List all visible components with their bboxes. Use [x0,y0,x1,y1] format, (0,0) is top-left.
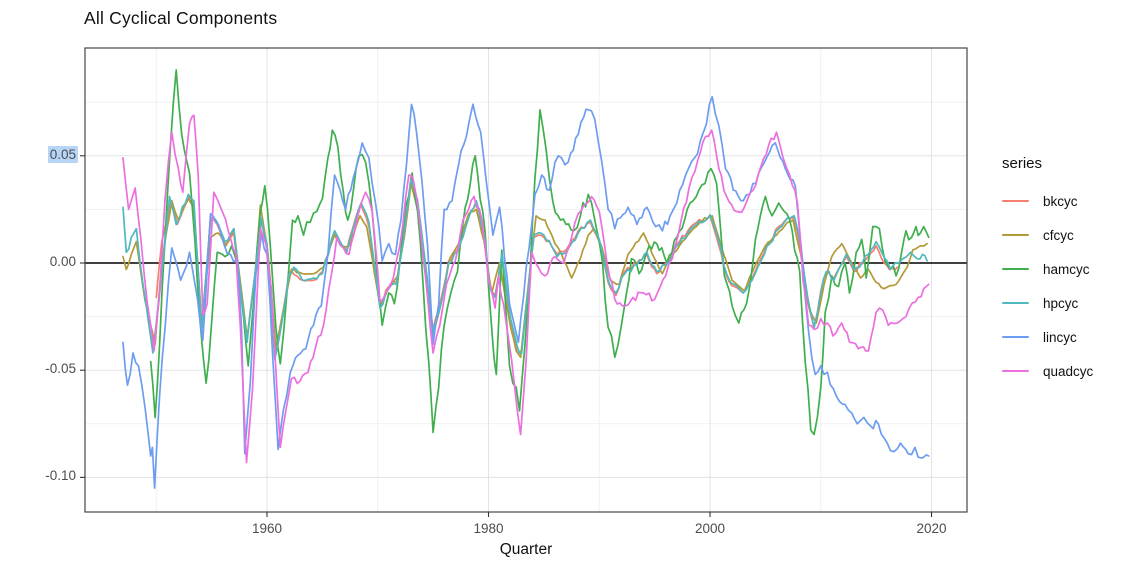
panel-border [84,47,968,513]
series-line-lincyc [122,95,930,489]
legend-entry-cfcyc: cfcyc [1002,218,1122,252]
series-line-quadcyc [122,114,930,464]
x-axis-title: Quarter [499,541,553,558]
x-tick-label-2000: 2000 [694,521,726,536]
legend-entry-hpcyc: hpcyc [1002,286,1122,320]
legend-entry-hamcyc: hamcyc [1002,252,1122,286]
y-tick-text: -0.05 [45,361,76,377]
legend-label: hpcyc [1043,295,1079,311]
legend-label: quadcyc [1043,363,1094,379]
hpcyc-line-key-icon [1002,301,1029,305]
legend-entry-quadcyc: quadcyc [1002,354,1122,388]
y-tick-text: 0.00 [49,254,76,269]
x-tick-label-1960: 1960 [251,521,283,536]
legend-label: hamcyc [1043,261,1090,277]
quadcyc-line-key-icon [1002,369,1029,373]
y-tick-label-0.05: 0.05 [0,145,78,163]
legend-entry-lincyc: lincyc [1002,320,1122,354]
legend: series bkcyc cfcyc hamcyc hpcyc lincyc q… [1002,155,1122,388]
legend-label: bkcyc [1043,193,1078,209]
lincyc-line-key-icon [1002,335,1029,339]
legend-title: series [1002,155,1043,172]
y-tick-text: -0.10 [45,468,76,484]
legend-label: lincyc [1043,329,1077,345]
legend-entry-bkcyc: bkcyc [1002,184,1122,218]
series-lines [122,69,930,489]
y-tick-label--0.05: -0.05 [0,361,78,376]
y-tick-text: 0.05 [47,145,78,163]
x-tick-label-1980: 1980 [473,521,504,536]
y-tick-label-0.00: 0.00 [0,254,78,269]
cfcyc-line-key-icon [1002,233,1029,237]
x-tick-label-2020: 2020 [916,521,947,536]
y-tick-label--0.10: -0.10 [0,468,78,483]
panel-background [85,48,967,512]
hamcyc-line-key-icon [1002,267,1029,271]
chart-title: All Cyclical Components [84,8,278,28]
legend-label: cfcyc [1043,227,1074,243]
bkcyc-line-key-icon [1002,199,1029,203]
